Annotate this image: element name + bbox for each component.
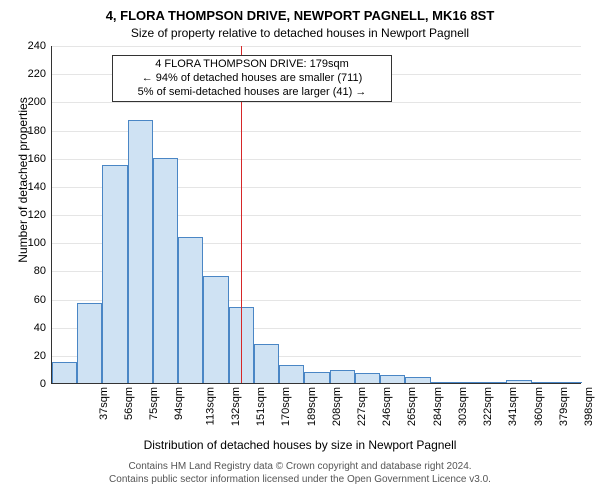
histogram-bar [481, 382, 506, 383]
y-tick-label: 140 [28, 181, 52, 193]
y-tick-label: 160 [28, 153, 52, 165]
annotation-line: ← 94% of detached houses are smaller (71… [119, 72, 385, 86]
x-axis-title: Distribution of detached houses by size … [0, 438, 600, 452]
y-tick-label: 220 [28, 68, 52, 80]
plot-area: 02040608010012014016018020022024037sqm56… [51, 46, 581, 384]
x-tick-label: 75sqm [148, 387, 160, 420]
y-tick-label: 80 [34, 265, 52, 277]
y-tick-label: 0 [40, 378, 52, 390]
y-tick-label: 60 [34, 294, 52, 306]
x-tick-label: 246sqm [381, 387, 393, 426]
histogram-bar [330, 370, 355, 383]
y-tick-label: 120 [28, 209, 52, 221]
y-tick-label: 240 [28, 40, 52, 52]
histogram-bar [557, 382, 582, 383]
page-title: 4, FLORA THOMPSON DRIVE, NEWPORT PAGNELL… [0, 8, 600, 23]
x-tick-label: 151sqm [255, 387, 267, 426]
footer-line1: Contains HM Land Registry data © Crown c… [128, 461, 471, 472]
histogram-bar [405, 377, 430, 383]
histogram-bar [431, 382, 456, 383]
histogram-bar [254, 344, 279, 383]
footer-line2: Contains public sector information licen… [109, 474, 491, 485]
annotation-box: 4 FLORA THOMPSON DRIVE: 179sqm← 94% of d… [112, 55, 392, 102]
histogram-bar [506, 380, 531, 383]
y-tick-label: 20 [34, 350, 52, 362]
gridline [52, 102, 581, 103]
histogram-bar [203, 276, 228, 383]
x-tick-label: 56sqm [123, 387, 135, 420]
annotation-line: 4 FLORA THOMPSON DRIVE: 179sqm [119, 58, 385, 72]
y-tick-label: 180 [28, 125, 52, 137]
y-tick-label: 100 [28, 237, 52, 249]
x-tick-label: 132sqm [230, 387, 242, 426]
x-tick-label: 341sqm [508, 387, 520, 426]
x-tick-label: 208sqm [331, 387, 343, 426]
x-tick-label: 284sqm [432, 387, 444, 426]
histogram-bar [178, 237, 203, 383]
gridline [52, 46, 581, 47]
x-tick-label: 398sqm [583, 387, 595, 426]
x-tick-label: 189sqm [306, 387, 318, 426]
histogram-bar [279, 365, 304, 383]
histogram-bar [355, 373, 380, 383]
x-tick-label: 37sqm [98, 387, 110, 420]
histogram-bar [304, 372, 329, 383]
x-tick-label: 113sqm [204, 387, 216, 425]
footer-attribution: Contains HM Land Registry data © Crown c… [0, 460, 600, 486]
x-tick-label: 170sqm [280, 387, 292, 426]
page-subtitle: Size of property relative to detached ho… [0, 26, 600, 40]
histogram-bar [153, 158, 178, 383]
histogram-bar [532, 382, 557, 383]
histogram-bar [128, 120, 153, 383]
x-tick-label: 303sqm [457, 387, 469, 426]
histogram-bar [52, 362, 77, 383]
histogram-bar [456, 382, 481, 383]
x-tick-label: 379sqm [558, 387, 570, 426]
annotation-line: 5% of semi-detached houses are larger (4… [119, 86, 385, 100]
y-tick-label: 200 [28, 96, 52, 108]
histogram-bar [77, 303, 102, 383]
chart-container: { "chart": { "type": "histogram", "title… [0, 0, 600, 500]
x-tick-label: 94sqm [173, 387, 185, 420]
x-tick-label: 265sqm [407, 387, 419, 426]
histogram-bar [380, 375, 405, 383]
y-tick-label: 40 [34, 322, 52, 334]
x-tick-label: 360sqm [533, 387, 545, 426]
x-tick-label: 227sqm [356, 387, 368, 426]
histogram-bar [102, 165, 127, 383]
x-tick-label: 322sqm [482, 387, 494, 426]
